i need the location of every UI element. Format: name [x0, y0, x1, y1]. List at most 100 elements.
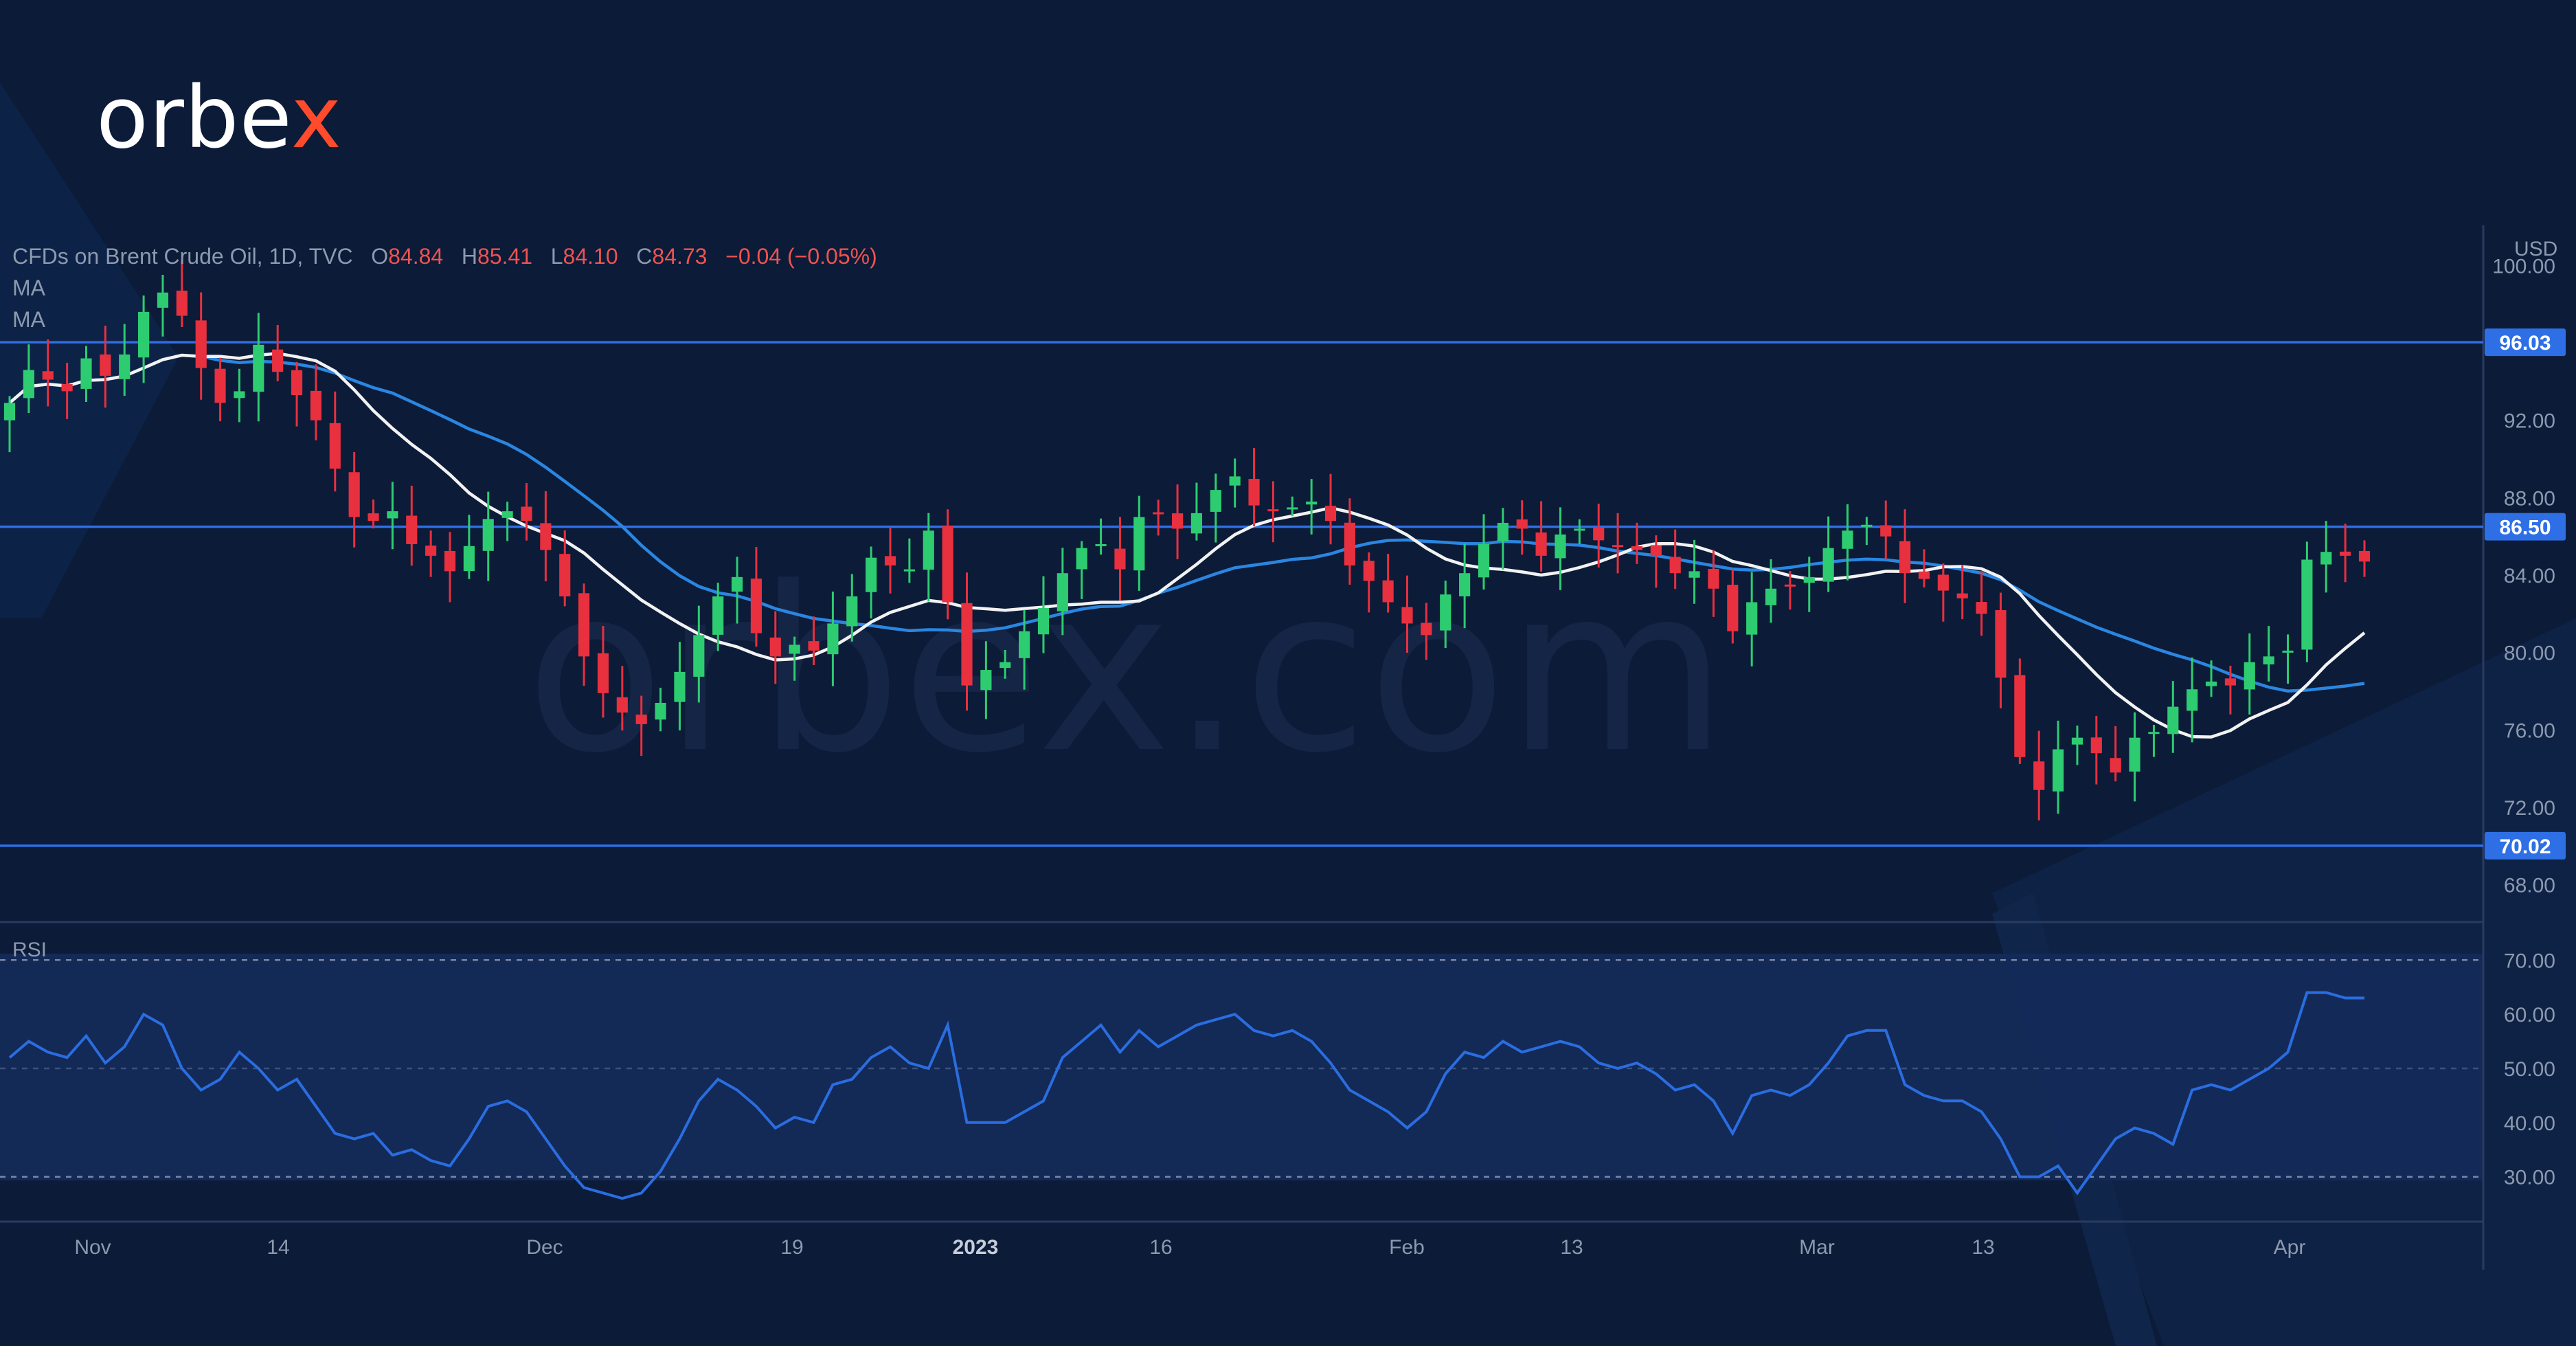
candle-body — [616, 697, 628, 713]
moving-averages — [8, 352, 2366, 739]
level-label: 86.50 — [2499, 517, 2551, 539]
time-tick-label: Feb — [1389, 1236, 1425, 1259]
candle-body — [100, 354, 111, 376]
candle-body — [291, 370, 303, 396]
candle-body — [2340, 551, 2351, 556]
candle-body — [1057, 573, 1068, 612]
candle-body — [1363, 561, 1375, 581]
candle-body — [961, 603, 973, 686]
candle-body — [846, 596, 858, 627]
candle-body — [1153, 512, 1164, 515]
candle-body — [2148, 732, 2160, 734]
candle-body — [2358, 550, 2371, 562]
candle-body — [1019, 631, 1030, 658]
candle-body — [425, 546, 437, 556]
close-value: 84.73 — [652, 244, 708, 269]
time-tick-label: 19 — [780, 1236, 803, 1259]
level-label-bg — [2485, 328, 2566, 357]
candle-body — [387, 511, 398, 519]
candle-body — [2263, 656, 2274, 664]
candle-body — [1650, 545, 1662, 556]
chart-legend: CFDs on Brent Crude Oil, 1D, TVC O84.84 … — [12, 240, 877, 335]
candle-body — [1880, 525, 1892, 537]
candle-body — [1037, 607, 1050, 635]
candle-body — [808, 641, 820, 651]
candle-body — [827, 623, 839, 655]
candle-body — [712, 596, 724, 635]
rsi-band — [0, 954, 2483, 1180]
time-axis: Nov 14 Dec 19 2023 16 Feb 13 Mar 13 Apr — [74, 1236, 2305, 1259]
candles — [3, 259, 2371, 821]
candle-body — [234, 391, 245, 399]
candle-body — [1861, 524, 1873, 527]
candle-body — [1478, 543, 1490, 578]
candle-body — [731, 576, 743, 592]
candle-body — [1133, 517, 1145, 571]
rsi-axis: 70.00 60.00 50.00 40.00 30.00 — [2504, 950, 2555, 1189]
candle-body — [1076, 548, 1087, 570]
candle-body — [789, 644, 800, 654]
candle-body — [1095, 543, 1107, 546]
candle-body — [444, 550, 456, 572]
candle-body — [1344, 522, 1355, 565]
ma-indicator-1[interactable]: MA — [12, 276, 45, 300]
candle-body — [348, 472, 360, 517]
candle-body — [1459, 573, 1471, 596]
time-tick-label: 2023 — [953, 1236, 999, 1259]
time-tick-label: 13 — [1560, 1236, 1583, 1259]
price-tick-label: 72.00 — [2504, 797, 2555, 820]
candle-body — [903, 569, 915, 572]
rsi-tick-label: 60.00 — [2504, 1004, 2555, 1027]
rsi-tick-label: 30.00 — [2504, 1167, 2555, 1189]
candle-body — [1287, 507, 1298, 510]
time-tick-label: Mar — [1799, 1236, 1835, 1259]
candle-body — [272, 349, 284, 372]
candle-body — [1746, 602, 1758, 635]
candle-body — [942, 526, 953, 603]
candle-body — [1688, 571, 1700, 578]
candle-body — [2282, 650, 2294, 653]
candle-body — [157, 292, 169, 308]
rsi-line — [8, 991, 2364, 1200]
high-value: 85.41 — [477, 244, 533, 269]
rsi-label: RSI — [12, 939, 47, 961]
candle-body — [1937, 574, 1949, 591]
candle-body — [1612, 545, 1624, 548]
candle-body — [674, 671, 686, 702]
candle-body — [1210, 490, 1221, 512]
candle-body — [1114, 548, 1126, 570]
candle-body — [866, 557, 877, 592]
candle-body — [2301, 559, 2313, 650]
open-value: 84.84 — [388, 244, 444, 269]
candle-body — [2320, 552, 2332, 565]
candle-body — [1956, 593, 1968, 598]
candle-body — [214, 368, 226, 403]
candle-body — [1324, 506, 1337, 521]
price-tick-label: 80.00 — [2504, 642, 2555, 665]
change-value: −0.04 (−0.05%) — [725, 244, 877, 269]
candle-body — [2014, 675, 2026, 757]
candle-body — [2224, 678, 2236, 686]
candle-body — [1555, 534, 1566, 559]
candle-body — [1382, 580, 1394, 603]
candle-body — [329, 423, 341, 469]
candle-body — [1306, 502, 1318, 505]
price-tick-label: 84.00 — [2504, 565, 2555, 587]
ma-indicator-2[interactable]: MA — [12, 307, 45, 332]
price-tick-label: 92.00 — [2504, 410, 2555, 433]
rsi-guides — [0, 959, 2483, 1178]
level-label-bg — [2485, 831, 2566, 860]
candle-body — [2129, 737, 2140, 772]
candle-body — [119, 354, 131, 379]
candle-body — [2090, 737, 2102, 754]
candle-body — [1803, 576, 1815, 583]
candle-body — [2167, 706, 2179, 734]
legend-ohlc-row: CFDs on Brent Crude Oil, 1D, TVC O84.84 … — [12, 244, 877, 269]
rsi-series — [8, 991, 2364, 1200]
candle-body — [138, 311, 150, 358]
candle-body — [980, 670, 992, 691]
candle-body — [559, 554, 571, 597]
rsi-tick-label: 40.00 — [2504, 1112, 2555, 1135]
time-tick-label: Dec — [526, 1236, 563, 1259]
